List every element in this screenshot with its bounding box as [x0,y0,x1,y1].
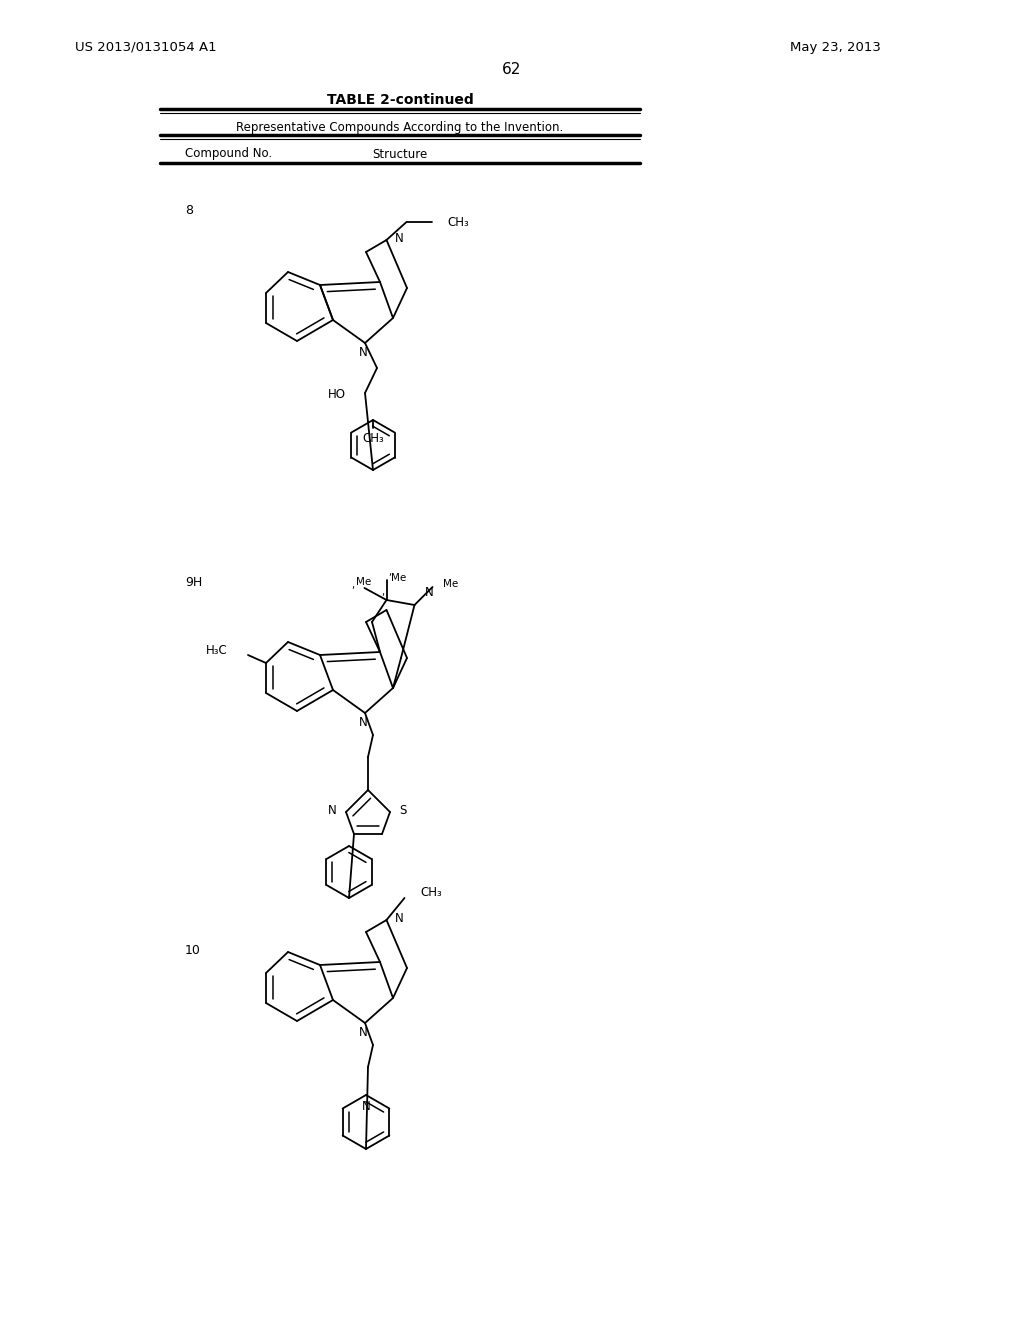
Text: Representative Compounds According to the Invention.: Representative Compounds According to th… [237,120,563,133]
Text: May 23, 2013: May 23, 2013 [790,41,881,54]
Text: Me: Me [356,577,372,587]
Text: TABLE 2-continued: TABLE 2-continued [327,92,473,107]
Text: N: N [361,1101,371,1114]
Text: H₃C: H₃C [206,644,228,657]
Text: N: N [358,717,368,730]
Text: N: N [358,1027,368,1040]
Text: N: N [358,346,368,359]
Text: CH₃: CH₃ [447,215,469,228]
Text: 10: 10 [185,944,201,957]
Text: HO: HO [328,388,346,401]
Text: 8: 8 [185,203,193,216]
Text: N: N [394,232,403,246]
Text: N: N [425,586,433,599]
Text: Compound No.: Compound No. [185,148,272,161]
Text: ,: , [381,587,384,597]
Text: ,: , [388,568,391,577]
Text: 62: 62 [503,62,521,78]
Text: N: N [394,912,403,925]
Text: Me: Me [391,573,407,583]
Text: 9H: 9H [185,577,203,590]
Text: N: N [329,804,337,817]
Text: CH₃: CH₃ [421,887,442,899]
Text: US 2013/0131054 A1: US 2013/0131054 A1 [75,41,217,54]
Text: ,: , [351,579,354,590]
Text: S: S [399,804,407,817]
Text: CH₃: CH₃ [362,432,384,445]
Text: Structure: Structure [373,148,428,161]
Text: Me: Me [442,579,458,589]
